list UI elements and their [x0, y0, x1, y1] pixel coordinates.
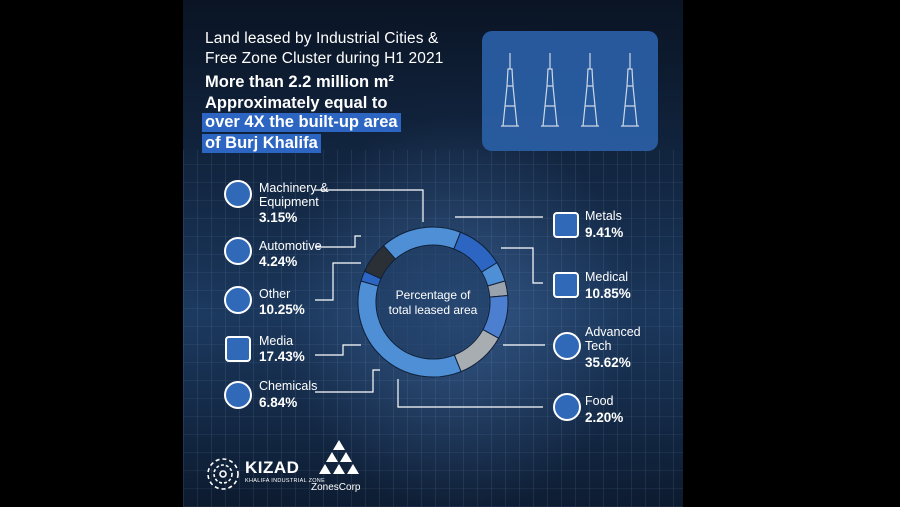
- pct-automotive: 4.24%: [259, 254, 298, 269]
- donut-center-label: Percentage of total leased area: [373, 288, 493, 318]
- burj-khalifa-icon: [501, 53, 519, 127]
- infographic-panel: Land leased by Industrial Cities & Free …: [183, 0, 683, 507]
- connector-lines: [315, 189, 545, 408]
- burj-khalifa-icon: [621, 53, 639, 127]
- label-advanced-tech-line-1: Advanced: [585, 325, 641, 339]
- pct-media: 17.43%: [259, 349, 305, 364]
- food-icon: [553, 393, 581, 421]
- pct-advanced-tech: 35.62%: [585, 355, 631, 370]
- pct-metals: 9.41%: [585, 225, 624, 240]
- advanced-tech-icon: [553, 332, 581, 360]
- heading-line-2: Free Zone Cluster during H1 2021: [205, 50, 444, 67]
- burj-khalifa-icon: [541, 53, 559, 127]
- pct-medical: 10.85%: [585, 286, 631, 301]
- other-icon: [224, 286, 252, 314]
- donut-slice-medical: [453, 328, 500, 373]
- label-machinery: Machinery & Equipment: [259, 181, 328, 209]
- label-medical: Medical: [585, 270, 629, 284]
- metals-icon: [553, 212, 579, 238]
- label-machinery-line-2: Equipment: [259, 195, 319, 209]
- burj-khalifa-icon: [581, 53, 599, 127]
- label-other: Other: [259, 287, 291, 301]
- donut-chart: [357, 226, 509, 378]
- machinery-icon: [224, 180, 252, 208]
- label-media: Media: [259, 334, 294, 348]
- heading-bold-2: Approximately equal to: [205, 94, 388, 112]
- chemicals-icon: [224, 381, 252, 409]
- label-advanced-tech-line-2: Tech: [585, 339, 612, 353]
- label-chemicals: Chemicals: [259, 379, 318, 393]
- heading-line-1: Land leased by Industrial Cities &: [205, 30, 439, 47]
- zonescorp-logo-icon: [319, 440, 359, 474]
- kizad-logo-text: KIZAD: [245, 458, 300, 477]
- zonescorp-logo-text: ZonesCorp: [311, 482, 361, 493]
- heading-bold-1: More than 2.2 million m²: [205, 73, 394, 91]
- heading-highlight-2: of Burj Khalifa: [202, 134, 321, 153]
- pct-food: 2.20%: [585, 410, 624, 425]
- label-food: Food: [585, 394, 614, 408]
- label-automotive: Automotive: [259, 239, 322, 253]
- pct-other: 10.25%: [259, 302, 305, 317]
- label-machinery-line-1: Machinery &: [259, 181, 329, 195]
- donut-hole: [377, 246, 489, 358]
- medical-icon: [553, 272, 579, 298]
- burj-khalifa-panel: [482, 31, 658, 151]
- center-label-line-2: total leased area: [388, 303, 478, 317]
- center-label-line-1: Percentage of: [395, 288, 471, 302]
- kizad-logo-subtext: KHALIFA INDUSTRIAL ZONE: [245, 478, 326, 484]
- media-icon: [225, 336, 251, 362]
- pct-chemicals: 6.84%: [259, 395, 298, 410]
- label-metals: Metals: [585, 209, 622, 223]
- automotive-icon: [224, 237, 252, 265]
- burj-khalifa-icons: [501, 53, 639, 127]
- pct-machinery: 3.15%: [259, 210, 298, 225]
- kizad-logo-icon: [207, 458, 239, 490]
- label-advanced-tech: Advanced Tech: [585, 325, 641, 353]
- heading-highlight-1: over 4X the built-up area: [202, 113, 401, 132]
